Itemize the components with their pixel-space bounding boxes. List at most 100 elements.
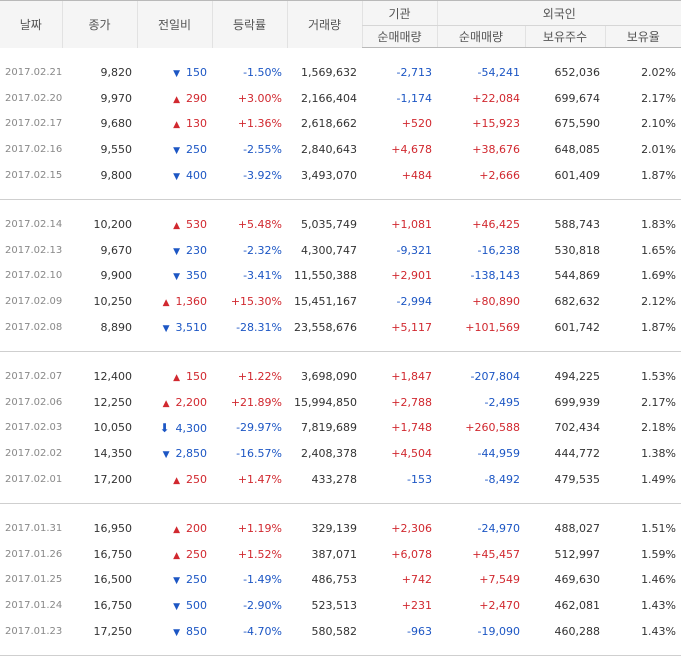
table-row: 2017.02.07 12,400 ▲ 150 +1.22% 3,698,090 +1,84… <box>0 364 681 390</box>
cell-close: 16,750 <box>93 598 133 612</box>
cell-frgn-ratio: 1.49% <box>641 472 677 486</box>
cell-frgn-hold: 494,225 <box>554 370 601 384</box>
down-arrow-icon: ▼ <box>162 323 170 334</box>
cell-close: 12,400 <box>93 370 133 384</box>
cell-rate: -16.57% <box>236 447 282 461</box>
cell-frgn-net: -19,090 <box>477 624 520 638</box>
cell-volume: 11,550,388 <box>294 269 357 283</box>
cell-date: 2017.02.10 <box>5 270 63 282</box>
change-value: 500 <box>186 598 207 612</box>
cell-frgn-net: -8,492 <box>484 472 520 486</box>
cell-frgn-hold: 444,772 <box>554 447 601 461</box>
cell-rate: -3.92% <box>243 168 282 182</box>
cell-frgn-hold: 530,818 <box>554 243 601 257</box>
cell-frgn-net: -24,970 <box>477 522 520 536</box>
limit-down-arrow-icon: ⬇ <box>159 420 170 435</box>
table-row: 2017.02.20 9,970 ▲ 290 +3.00% 2,166,404 -1,174… <box>0 86 681 112</box>
cell-frgn-hold: 462,081 <box>554 598 601 612</box>
cell-date: 2017.02.13 <box>5 244 63 256</box>
header-volume: 거래량 <box>286 0 362 48</box>
cell-volume: 2,408,378 <box>301 447 357 461</box>
cell-change: ▼ 3,510 <box>137 314 212 340</box>
cell-rate: +21.89% <box>230 395 282 409</box>
table-row: 2017.02.09 10,250 ▲ 1,360 +15.30% 15,451,167 -… <box>0 289 681 315</box>
header-frgn-hold: 보유주수 <box>524 25 605 48</box>
cell-close: 9,820 <box>100 66 133 80</box>
cell-volume: 2,840,643 <box>301 143 357 157</box>
header-foreign: 외국인 <box>436 0 682 26</box>
cell-frgn-net: +101,569 <box>465 320 520 334</box>
cell-date: 2017.01.31 <box>5 523 63 535</box>
cell-date: 2017.02.21 <box>5 67 63 79</box>
cell-volume: 3,493,070 <box>301 168 357 182</box>
change-value: 400 <box>186 168 207 182</box>
cell-frgn-hold: 675,590 <box>554 117 601 131</box>
cell-volume: 329,139 <box>311 522 358 536</box>
cell-volume: 7,819,689 <box>301 421 357 435</box>
cell-change: ▼ 230 <box>137 238 212 264</box>
down-arrow-icon: ▼ <box>162 450 170 461</box>
cell-frgn-net: -44,959 <box>477 447 520 461</box>
down-arrow-icon: ▼ <box>173 69 180 80</box>
table-row: 2017.01.31 16,950 ▲ 200 +1.19% 329,139 +2,306 -… <box>0 516 681 542</box>
cell-date: 2017.02.16 <box>5 144 63 156</box>
up-arrow-icon: ▲ <box>162 298 170 309</box>
cell-inst-net: +1,748 <box>391 421 432 435</box>
cell-frgn-ratio: 2.01% <box>641 143 677 157</box>
cell-rate: -2.32% <box>243 243 282 257</box>
cell-close: 16,750 <box>93 547 133 561</box>
cell-rate: -1.50% <box>243 66 282 80</box>
cell-rate: -29.97% <box>236 421 282 435</box>
cell-inst-net: -2,994 <box>396 295 432 309</box>
cell-inst-net: +1,847 <box>391 370 432 384</box>
cell-frgn-net: -54,241 <box>477 66 520 80</box>
cell-volume: 2,618,662 <box>301 117 357 131</box>
table-row: 2017.02.15 9,800 ▼ 400 -3.92% 3,493,070 +484 +2… <box>0 162 681 188</box>
cell-frgn-ratio: 1.87% <box>641 320 677 334</box>
cell-frgn-hold: 488,027 <box>554 522 601 536</box>
cell-frgn-net: +38,676 <box>472 143 520 157</box>
table-row: 2017.02.03 10,050 ⬇ 4,300 -29.97% 7,819,689 +1… <box>0 415 681 441</box>
cell-close: 17,250 <box>93 624 133 638</box>
cell-rate: -2.55% <box>243 143 282 157</box>
cell-frgn-hold: 699,939 <box>554 395 601 409</box>
cell-close: 9,680 <box>100 117 133 131</box>
cell-change: ▲ 250 <box>137 542 212 568</box>
cell-inst-net: +2,788 <box>391 395 432 409</box>
cell-frgn-hold: 648,085 <box>554 143 601 157</box>
up-arrow-icon: ▲ <box>173 221 180 232</box>
change-value: 200 <box>186 522 207 536</box>
cell-frgn-hold: 699,674 <box>554 91 601 105</box>
change-value: 2,200 <box>175 395 208 409</box>
cell-frgn-hold: 512,997 <box>554 547 601 561</box>
cell-close: 10,050 <box>93 421 133 435</box>
cell-inst-net: -9,321 <box>396 243 432 257</box>
cell-date: 2017.02.07 <box>5 371 63 383</box>
cell-rate: +1.47% <box>237 472 282 486</box>
cell-frgn-hold: 601,409 <box>554 168 601 182</box>
cell-inst-net: -153 <box>407 472 432 486</box>
cell-inst-net: +4,678 <box>391 143 432 157</box>
group-spacer <box>0 48 681 61</box>
cell-date: 2017.02.14 <box>5 219 63 231</box>
change-value: 350 <box>186 269 207 283</box>
cell-change: ▲ 290 <box>137 86 212 112</box>
cell-volume: 23,558,676 <box>294 320 357 334</box>
table-row: 2017.02.16 9,550 ▼ 250 -2.55% 2,840,643 +4,678… <box>0 137 681 163</box>
group-divider <box>0 199 682 200</box>
cell-frgn-hold: 544,869 <box>554 269 601 283</box>
up-arrow-icon: ▲ <box>173 475 180 486</box>
cell-close: 10,200 <box>93 218 133 232</box>
cell-volume: 2,166,404 <box>301 91 357 105</box>
cell-rate: +1.19% <box>237 522 282 536</box>
header-close: 종가 <box>61 0 137 48</box>
cell-frgn-net: +15,923 <box>472 117 520 131</box>
cell-close: 9,670 <box>100 243 133 257</box>
cell-volume: 15,994,850 <box>294 395 357 409</box>
down-arrow-icon: ▼ <box>173 627 180 638</box>
cell-inst-net: -963 <box>407 624 432 638</box>
cell-change: ▼ 850 <box>137 618 212 644</box>
cell-frgn-hold: 652,036 <box>554 66 601 80</box>
header-frgn-ratio: 보유율 <box>604 25 682 48</box>
cell-change: ▲ 130 <box>137 111 212 137</box>
